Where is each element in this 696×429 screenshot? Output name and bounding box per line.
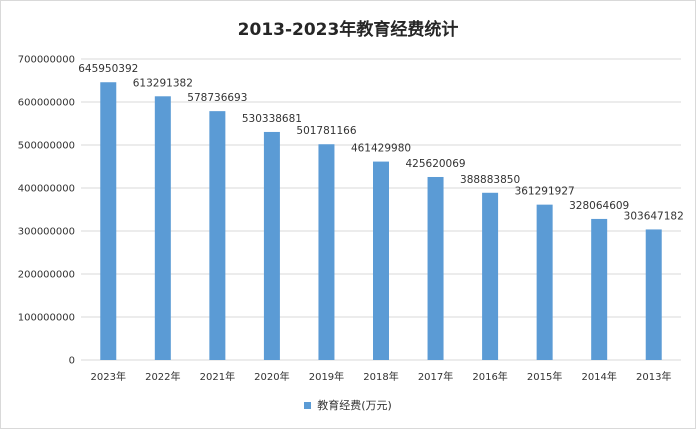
y-tick-label: 0 xyxy=(69,356,75,367)
x-tick-label: 2020年 xyxy=(254,370,289,383)
legend-swatch xyxy=(304,401,312,409)
data-label: 530338681 xyxy=(242,113,302,125)
y-tick-label: 700000000 xyxy=(18,55,75,66)
y-tick-label: 500000000 xyxy=(18,141,75,152)
bar xyxy=(482,192,499,360)
x-tick-label: 2018年 xyxy=(363,370,398,383)
data-label: 501781166 xyxy=(296,125,356,137)
data-label: 613291382 xyxy=(133,77,193,89)
bar xyxy=(373,161,389,360)
data-label: 461429980 xyxy=(351,143,411,155)
data-label: 361291927 xyxy=(515,186,575,198)
bar xyxy=(645,229,662,360)
y-tick-label: 200000000 xyxy=(18,270,75,281)
x-tick-label: 2014年 xyxy=(581,370,616,383)
chart-legend: 教育经费(万元) xyxy=(1,397,695,413)
chart-title: 2013-2023年教育经费统计 xyxy=(237,20,459,40)
x-tick-label: 2022年 xyxy=(145,370,180,383)
x-tick-label: 2015年 xyxy=(527,370,562,383)
bar xyxy=(427,176,444,360)
data-label: 425620069 xyxy=(405,158,465,170)
bar xyxy=(209,111,226,360)
x-tick-label: 2019年 xyxy=(309,370,344,383)
y-tick-label: 600000000 xyxy=(18,98,75,109)
y-tick-label: 400000000 xyxy=(18,184,75,195)
bar xyxy=(318,144,335,360)
x-tick-label: 2017年 xyxy=(418,370,453,383)
x-tick-label: 2016年 xyxy=(472,370,507,383)
bar xyxy=(100,82,117,360)
x-tick-label: 2021年 xyxy=(200,370,235,383)
data-label: 328064609 xyxy=(569,200,629,212)
bar xyxy=(536,204,553,360)
data-label: 578736693 xyxy=(187,92,247,104)
bar xyxy=(154,96,171,361)
data-label: 303647182 xyxy=(624,210,684,222)
bar xyxy=(591,218,608,360)
x-tick-label: 2023年 xyxy=(91,370,126,383)
legend-label: 教育经费(万元) xyxy=(317,399,392,412)
data-label: 388883850 xyxy=(460,174,520,186)
y-tick-label: 300000000 xyxy=(18,227,75,238)
y-tick-label: 100000000 xyxy=(18,313,75,324)
x-tick-label: 2013年 xyxy=(636,370,671,383)
data-label: 645950392 xyxy=(78,63,138,75)
bar xyxy=(263,131,280,360)
